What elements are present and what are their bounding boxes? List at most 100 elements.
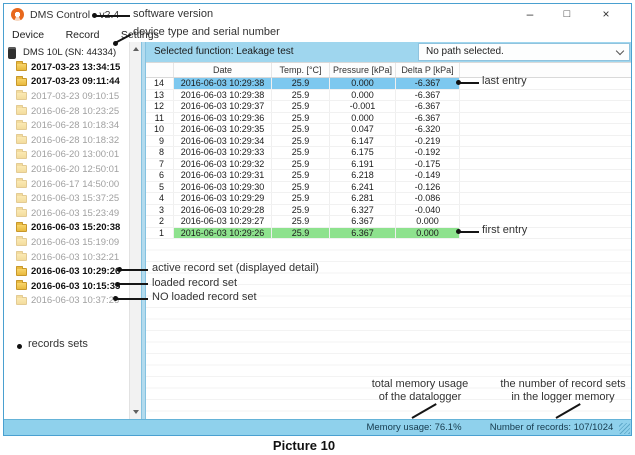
record-set-item[interactable]: 2016-06-03 15:23:49 xyxy=(16,206,128,221)
resize-grip-icon[interactable] xyxy=(619,423,630,434)
record-set-item[interactable]: 2016-06-20 13:00:01 xyxy=(16,148,128,163)
path-dropdown[interactable]: No path selected. xyxy=(418,43,630,61)
cell-date: 2016-06-03 10:29:38 xyxy=(174,78,272,89)
cell-date: 2016-06-03 10:29:37 xyxy=(174,101,272,112)
table-row[interactable]: 4 2016-06-03 10:29:29 25.9 6.281 -0.086 xyxy=(146,193,631,205)
table-row[interactable]: 1 2016-06-03 10:29:26 25.9 6.367 0.000 xyxy=(146,227,631,239)
record-set-item[interactable]: 2016-06-03 10:15:35 xyxy=(16,279,128,294)
record-set-label: 2017-03-23 09:10:15 xyxy=(31,90,120,102)
window-title: DMS Control - v2.4 xyxy=(30,9,120,21)
record-set-label: 2016-06-03 15:20:38 xyxy=(31,222,121,234)
device-label: DMS 10L (SN: 44334) xyxy=(23,47,117,58)
table-row[interactable]: 8 2016-06-03 10:29:33 25.9 6.175 -0.192 xyxy=(146,147,631,159)
cell-temp: 25.9 xyxy=(272,204,330,215)
cell-deltap: -0.175 xyxy=(396,158,460,169)
record-set-label: 2016-06-17 14:50:00 xyxy=(31,178,120,190)
cell-deltap: -6.367 xyxy=(396,101,460,112)
cell-pressure: 6.367 xyxy=(330,216,396,227)
annotation-memory-note: total memory usage of the datalogger xyxy=(350,378,490,404)
callout-dot xyxy=(117,267,122,272)
record-set-item[interactable]: 2016-06-03 15:37:25 xyxy=(16,191,128,206)
table-row[interactable]: 7 2016-06-03 10:29:32 25.9 6.191 -0.175 xyxy=(146,158,631,170)
close-button[interactable]: × xyxy=(602,7,610,21)
scroll-up-icon[interactable] xyxy=(133,47,139,51)
record-set-item[interactable]: 2017-03-23 09:10:15 xyxy=(16,89,128,104)
record-set-item[interactable]: 2016-06-03 15:19:09 xyxy=(16,235,128,250)
path-dropdown-value: No path selected. xyxy=(426,46,504,57)
cell-temp: 25.9 xyxy=(272,227,330,238)
cell-deltap: -0.149 xyxy=(396,170,460,181)
column-header-index xyxy=(146,63,174,77)
bullet-icon xyxy=(17,344,22,349)
folder-icon xyxy=(16,148,27,159)
record-set-label: 2016-06-03 15:23:49 xyxy=(31,207,120,219)
cell-deltap: 0.000 xyxy=(396,227,460,238)
callout-line xyxy=(460,230,479,233)
folder-icon xyxy=(16,294,27,305)
folder-icon xyxy=(16,236,27,247)
menu-device[interactable]: Device xyxy=(12,29,45,41)
cell-pressure: -0.001 xyxy=(330,101,396,112)
callout-line xyxy=(118,283,148,285)
record-set-item[interactable]: 2016-06-03 10:32:21 xyxy=(16,250,128,265)
record-set-label: 2016-06-03 10:37:26 xyxy=(31,295,120,307)
cell-temp: 25.9 xyxy=(272,78,330,89)
table-row[interactable]: 12 2016-06-03 10:29:37 25.9 -0.001 -6.367 xyxy=(146,101,631,113)
table-row[interactable]: 6 2016-06-03 10:29:31 25.9 6.218 -0.149 xyxy=(146,170,631,182)
table-row[interactable]: 5 2016-06-03 10:29:30 25.9 6.241 -0.126 xyxy=(146,181,631,193)
record-tree-sidebar: DMS 10L (SN: 44334) 2017-03-23 13:34:15 … xyxy=(4,42,141,419)
folder-icon xyxy=(16,265,27,276)
cell-pressure: 0.000 xyxy=(330,89,396,100)
cell-temp: 25.9 xyxy=(272,135,330,146)
column-header-pressure: Pressure [kPa] xyxy=(330,63,396,77)
record-set-item[interactable]: 2016-06-20 12:50:01 xyxy=(16,162,128,177)
menu-record[interactable]: Record xyxy=(65,29,100,41)
cell-deltap: 0.000 xyxy=(396,216,460,227)
annotation-records-sets: records sets xyxy=(28,338,88,350)
table-row[interactable]: 10 2016-06-03 10:29:35 25.9 0.047 -6.320 xyxy=(146,124,631,136)
app-window: DMS Control - v2.4 – □ × Device Record S… xyxy=(3,3,632,436)
folder-icon xyxy=(16,134,27,145)
cell-date: 2016-06-03 10:29:31 xyxy=(174,170,272,181)
record-set-item[interactable]: 2016-06-03 15:20:38 xyxy=(16,221,128,236)
device-node[interactable]: DMS 10L (SN: 44334) xyxy=(8,45,116,60)
cell-temp: 25.9 xyxy=(272,193,330,204)
table-row[interactable]: 3 2016-06-03 10:29:28 25.9 6.327 -0.040 xyxy=(146,204,631,216)
menu-settings[interactable]: Settings xyxy=(120,29,159,41)
annotation-memory-note-line1: total memory usage xyxy=(371,378,469,390)
scroll-down-icon[interactable] xyxy=(133,410,139,414)
record-set-item[interactable]: 2016-06-28 10:18:32 xyxy=(16,133,128,148)
record-set-item[interactable]: 2016-06-03 10:37:26 xyxy=(16,294,128,309)
cell-pressure: 0.047 xyxy=(330,124,396,135)
record-set-item[interactable]: 2017-03-23 13:34:15 xyxy=(16,60,128,75)
panel-splitter[interactable] xyxy=(141,42,146,419)
cell-temp: 25.9 xyxy=(272,124,330,135)
annotation-not-loaded-record: NO loaded record set xyxy=(152,291,257,303)
sidebar-scrollbar[interactable] xyxy=(129,42,141,419)
minimize-button[interactable]: – xyxy=(526,7,534,21)
folder-icon xyxy=(16,61,27,72)
table-row[interactable]: 14 2016-06-03 10:29:38 25.9 0.000 -6.367 xyxy=(146,78,631,90)
table-row[interactable]: 9 2016-06-03 10:29:34 25.9 6.147 -0.219 xyxy=(146,135,631,147)
table-row[interactable]: 2 2016-06-03 10:29:27 25.9 6.367 0.000 xyxy=(146,216,631,228)
cell-deltap: -0.040 xyxy=(396,204,460,215)
record-set-label: 2016-06-20 13:00:01 xyxy=(31,149,120,161)
main-area: DMS 10L (SN: 44334) 2017-03-23 13:34:15 … xyxy=(4,42,631,419)
cell-index: 6 xyxy=(146,170,174,181)
cell-temp: 25.9 xyxy=(272,170,330,181)
title-bar: DMS Control - v2.4 – □ × xyxy=(4,4,631,25)
table-row[interactable]: 13 2016-06-03 10:29:38 25.9 0.000 -6.367 xyxy=(146,89,631,101)
record-set-item[interactable]: 2016-06-28 10:18:34 xyxy=(16,118,128,133)
annotation-records-note-line2: in the logger memory xyxy=(511,391,615,403)
record-set-item[interactable]: 2016-06-28 10:23:25 xyxy=(16,104,128,119)
cell-date: 2016-06-03 10:29:38 xyxy=(174,89,272,100)
empty-grid-area xyxy=(146,239,631,419)
cell-index: 12 xyxy=(146,101,174,112)
record-set-label: 2016-06-03 10:32:21 xyxy=(31,251,120,263)
cell-date: 2016-06-03 10:29:34 xyxy=(174,135,272,146)
record-set-item[interactable]: 2017-03-23 09:11:44 xyxy=(16,75,128,90)
maximize-button[interactable]: □ xyxy=(563,8,571,20)
record-set-item[interactable]: 2016-06-03 10:29:26 xyxy=(16,264,128,279)
record-set-item[interactable]: 2016-06-17 14:50:00 xyxy=(16,177,128,192)
table-row[interactable]: 11 2016-06-03 10:29:36 25.9 0.000 -6.367 xyxy=(146,112,631,124)
